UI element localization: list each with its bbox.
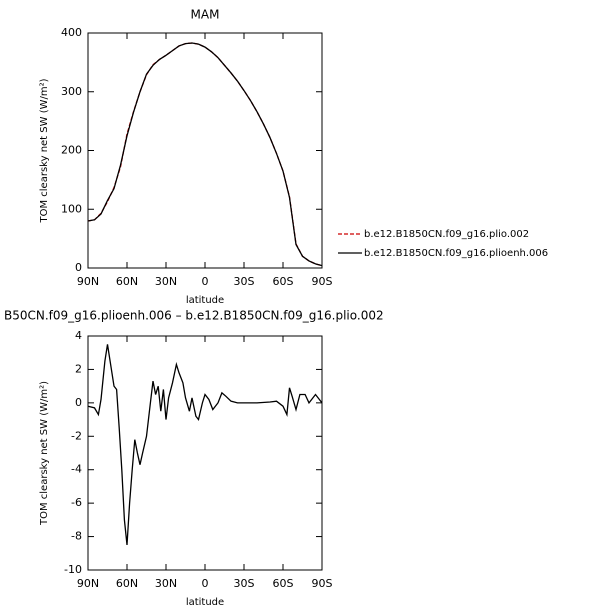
y-tick-label: -2 (71, 429, 82, 442)
x-axis-label: latitude (186, 597, 224, 608)
x-tick-label: 90S (312, 275, 333, 288)
y-tick-label: -4 (71, 463, 82, 476)
x-tick-label: 60S (273, 577, 294, 590)
y-tick-label: 200 (61, 144, 82, 157)
y-tick-label: 4 (75, 329, 82, 342)
y-axis-label: TOM clearsky net SW (W/m²) (39, 381, 50, 526)
y-axis-label: TOM clearsky net SW (W/m²) (39, 78, 50, 223)
chart-title: MAM (191, 8, 220, 22)
x-tick-label: 60N (116, 577, 138, 590)
x-tick-label: 30S (234, 577, 255, 590)
y-tick-label: 0 (75, 261, 82, 274)
legend-label: b.e12.B1850CN.f09_g16.plio.002 (364, 229, 529, 240)
line-series (87, 344, 323, 545)
x-tick-label: 30S (234, 275, 255, 288)
x-tick-label: 90N (77, 275, 99, 288)
y-tick-label: 400 (61, 26, 82, 39)
x-tick-label: 30N (155, 275, 177, 288)
x-axis-label: latitude (186, 295, 224, 306)
legend-label: b.e12.B1850CN.f09_g16.plioenh.006 (364, 248, 548, 259)
x-tick-label: 60S (273, 275, 294, 288)
plot-frame (87, 32, 323, 269)
y-tick-label: -10 (64, 563, 82, 576)
x-tick-label: 90S (312, 577, 333, 590)
y-tick-label: -6 (71, 496, 82, 509)
y-tick-label: 300 (61, 85, 82, 98)
chart-title: B50CN.f09_g16.plioenh.006 – b.e12.B1850C… (4, 309, 384, 323)
y-tick-label: 100 (61, 202, 82, 215)
x-tick-label: 0 (202, 275, 209, 288)
x-tick-label: 30N (155, 577, 177, 590)
y-tick-label: 2 (75, 362, 82, 375)
line-series (87, 42, 323, 267)
y-tick-label: -8 (71, 530, 82, 543)
x-tick-label: 60N (116, 275, 138, 288)
x-tick-label: 90N (77, 577, 99, 590)
x-tick-label: 0 (202, 577, 209, 590)
plot-frame (87, 335, 323, 571)
y-tick-label: 0 (75, 396, 82, 409)
